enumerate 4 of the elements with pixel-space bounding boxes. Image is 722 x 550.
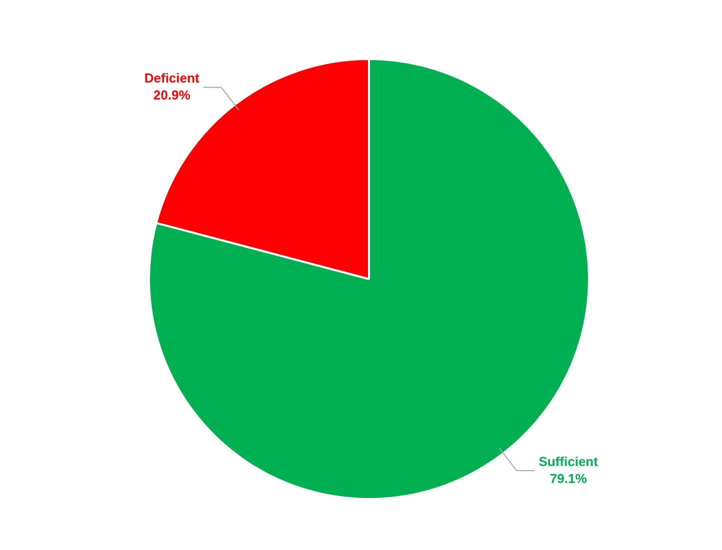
slice-label: Deficient (144, 70, 200, 86)
data-label: 79.1% (550, 470, 588, 486)
data-label: 20.9% (153, 87, 191, 102)
slice-label: Sufficient (538, 454, 599, 469)
